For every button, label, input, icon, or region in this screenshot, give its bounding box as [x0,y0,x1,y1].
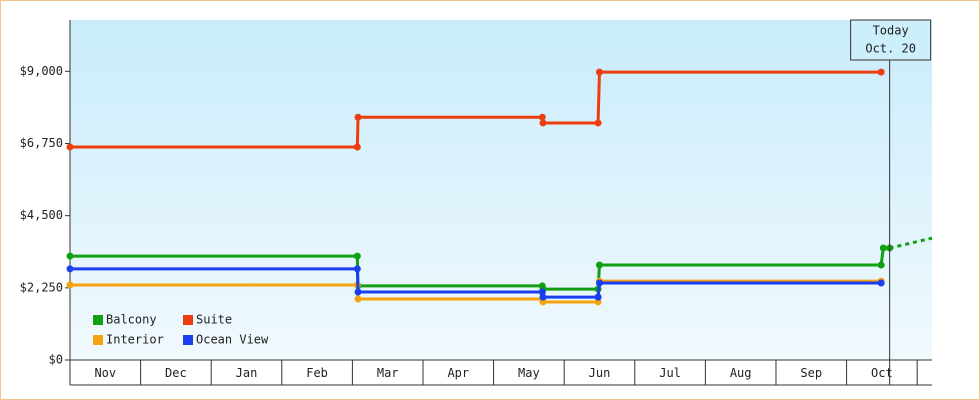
x-tick-label: Dec [165,366,187,380]
price-point [879,244,887,252]
price-point [877,279,885,287]
price-point [354,295,362,303]
price-point [66,252,74,260]
price-point [595,279,603,287]
price-point [66,281,74,289]
today-label: Oct. 20 [865,42,916,56]
price-point [594,293,602,301]
chart-layer: $0 $2,250 $4,500 $6,750 $9,000 Nov Dec Jan Feb Ma… [20,19,933,386]
today-label: Today [873,24,909,38]
price-point [594,298,602,306]
price-point [353,143,361,151]
legend-label: Interior [106,333,164,347]
price-point [353,252,361,260]
y-tick-label: $4,500 [20,208,63,222]
x-tick-label: Jun [589,366,611,380]
price-point [538,288,546,296]
price-point [66,143,74,151]
legend-label: Ocean View [196,333,269,347]
price-point [877,68,885,76]
x-tick-label: May [518,366,540,380]
x-tick-label: Oct [871,366,893,380]
price-point [595,261,603,269]
price-point [539,298,547,306]
x-tick-label: Jan [236,366,258,380]
legend-label: Balcony [106,313,157,327]
legend-label: Suite [196,313,232,327]
today-box [850,19,932,61]
y-tick-label: $0 [49,353,63,367]
price-point [354,113,362,121]
x-tick-label: Mar [377,366,399,380]
legend-swatch [93,315,103,325]
y-tick-label: $9,000 [20,64,63,78]
x-tick-label: Jul [659,366,681,380]
legend-swatch [183,315,193,325]
price-point [354,288,362,296]
legend-swatch [183,335,193,345]
price-point [594,119,602,127]
price-point [539,119,547,127]
price-point [877,261,885,269]
y-tick-label: $6,750 [20,136,63,150]
plot-area [70,20,932,360]
x-tick-label: Aug [730,366,752,380]
price-point [538,113,546,121]
price-point [539,293,547,301]
x-tick-label: Feb [306,366,328,380]
legend-swatch [93,335,103,345]
x-tick-label: Nov [94,366,116,380]
price-point [353,265,361,273]
x-tick-label: Apr [447,366,469,380]
x-tick-label: Sep [800,366,822,380]
price-point [66,265,74,273]
price-point [595,68,603,76]
y-tick-label: $2,250 [20,280,63,294]
